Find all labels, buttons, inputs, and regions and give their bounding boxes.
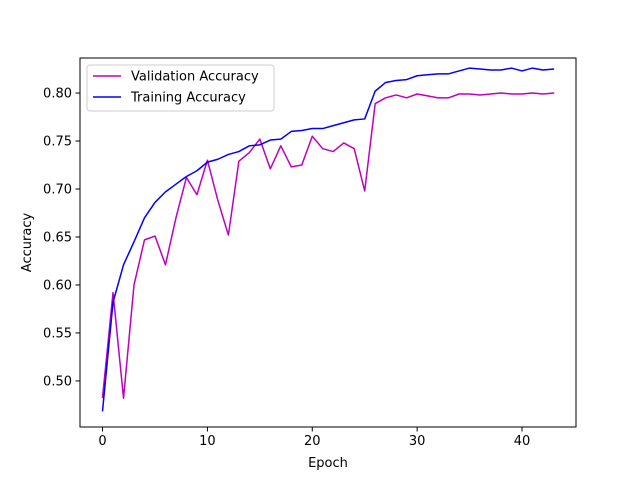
- y-tick-label: 0.60: [43, 278, 72, 293]
- axes-frame: [79, 57, 577, 428]
- y-tick-label: 0.65: [43, 230, 72, 245]
- y-tick-label: 0.75: [43, 135, 72, 150]
- x-tick-label: 0: [98, 434, 106, 449]
- x-tick-label: 30: [409, 434, 426, 449]
- y-tick-label: 0.70: [43, 182, 72, 197]
- x-tick-label: 40: [514, 434, 531, 449]
- legend-label: Training Accuracy: [130, 91, 246, 106]
- legend-label: Validation Accuracy: [131, 70, 259, 85]
- legend-box: [86, 64, 275, 112]
- y-tick-label: 0.80: [43, 87, 72, 102]
- y-tick-label: 0.50: [43, 374, 72, 389]
- series-line-training: [101, 67, 555, 412]
- y-axis-label: Accuracy: [20, 213, 35, 273]
- x-axis: 0 10 20 30 40: [98, 427, 530, 449]
- series-line-validation: [101, 92, 555, 399]
- legend: Validation Accuracy Training Accuracy: [86, 64, 275, 112]
- y-tick-label: 0.55: [43, 326, 72, 341]
- x-tick-label: 10: [199, 434, 216, 449]
- x-tick-label: 20: [304, 434, 321, 449]
- x-axis-label: Epoch: [308, 456, 348, 471]
- plot-lines: [101, 67, 555, 412]
- y-axis: 0.50 0.55 0.60 0.65 0.70 0.75 0.80: [43, 87, 80, 389]
